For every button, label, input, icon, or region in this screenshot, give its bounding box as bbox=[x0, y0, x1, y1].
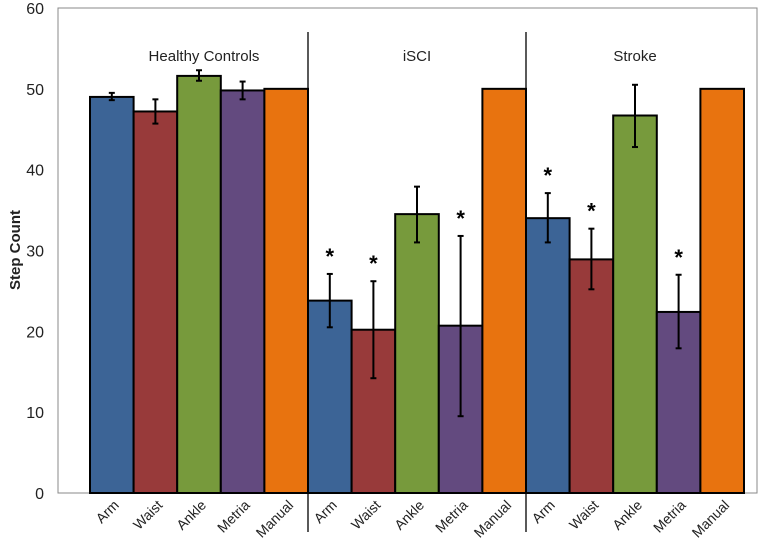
group-label: Healthy Controls bbox=[149, 48, 260, 65]
bar-manual bbox=[263, 87, 309, 494]
x-tick-label: Arm bbox=[92, 497, 121, 526]
group-label: Stroke bbox=[613, 48, 656, 65]
bar-waist bbox=[568, 258, 615, 494]
y-tick-label: 30 bbox=[26, 244, 44, 261]
x-tick-label: Ankle bbox=[391, 497, 427, 533]
bar-ankle bbox=[394, 213, 440, 494]
x-tick-label: Manual bbox=[471, 497, 515, 541]
bar-ankle bbox=[612, 114, 658, 494]
x-tick-label: Waist bbox=[130, 497, 166, 533]
y-tick-label: 0 bbox=[35, 486, 44, 503]
y-tick-label: 10 bbox=[26, 405, 44, 422]
y-axis-label: Step Count bbox=[7, 210, 24, 290]
bar-waist bbox=[132, 110, 179, 494]
bar-manual bbox=[481, 87, 527, 494]
significance-star: * bbox=[369, 251, 378, 276]
x-tick-label: Arm bbox=[310, 497, 339, 526]
significance-star: * bbox=[456, 206, 465, 231]
x-tick-label: Waist bbox=[348, 497, 384, 533]
x-tick-label: Metria bbox=[650, 497, 689, 536]
bar-arm bbox=[307, 299, 353, 494]
x-tick-label: Manual bbox=[689, 497, 733, 541]
x-tick-label: Waist bbox=[566, 497, 602, 533]
significance-star: * bbox=[587, 199, 596, 224]
y-tick-label: 60 bbox=[26, 1, 44, 18]
bar-manual bbox=[699, 87, 746, 494]
group-label: iSCI bbox=[403, 48, 431, 65]
x-tick-label: Ankle bbox=[173, 497, 209, 533]
x-tick-label: Manual bbox=[253, 497, 297, 541]
x-tick-label: Arm bbox=[528, 497, 557, 526]
significance-star: * bbox=[544, 163, 553, 188]
x-tick-label: Metria bbox=[432, 497, 471, 536]
bar-arm bbox=[525, 217, 571, 495]
significance-star: * bbox=[674, 245, 683, 270]
bar-metria bbox=[219, 89, 266, 494]
bar-arm bbox=[89, 95, 135, 495]
y-tick-label: 50 bbox=[26, 82, 44, 99]
bar-waist bbox=[350, 328, 397, 495]
x-tick-label: Ankle bbox=[609, 497, 645, 533]
x-tick-label: Metria bbox=[214, 497, 253, 536]
significance-star: * bbox=[326, 244, 335, 269]
y-tick-label: 20 bbox=[26, 324, 44, 341]
y-tick-label: 40 bbox=[26, 163, 44, 180]
bar-ankle bbox=[176, 74, 222, 495]
